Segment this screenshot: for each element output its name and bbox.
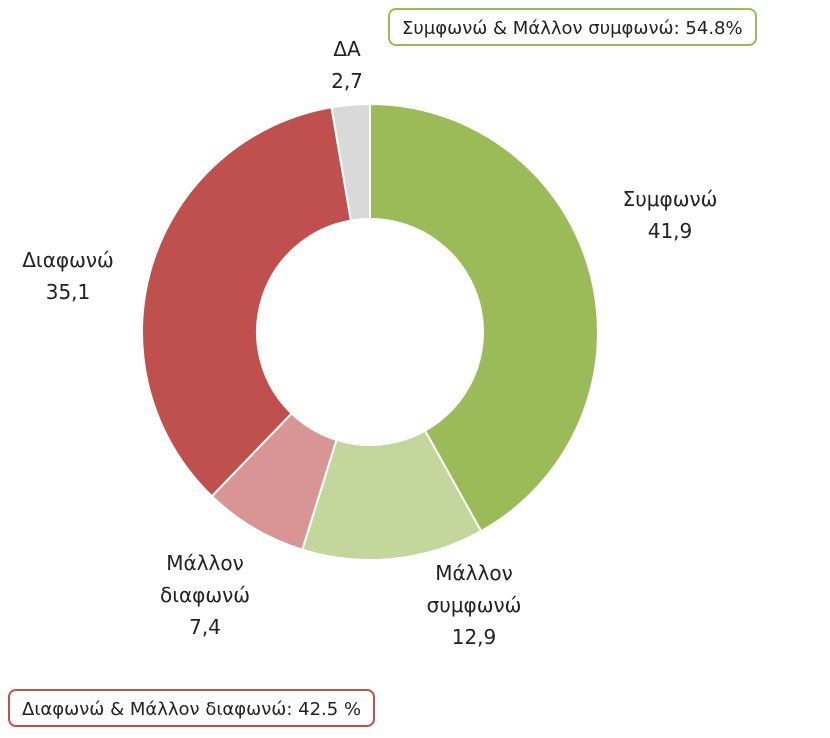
agree-total-annotation: Συμφωνώ & Μάλλον συμφωνώ: 54.8%	[388, 8, 757, 46]
segment-label: Μάλλον συμφωνώ 12,9	[419, 557, 529, 653]
donut-segment	[141, 106, 353, 498]
disagree-total-annotation: Διαφωνώ & Μάλλον διαφωνώ: 42.5 %	[8, 689, 376, 727]
category-label: Μάλλον συμφωνώ	[426, 561, 522, 617]
donut-segment	[369, 102, 599, 533]
category-label: Διαφωνώ	[22, 248, 114, 272]
donut-segment	[330, 102, 371, 222]
segment-label: Συμφωνώ 41,9	[600, 183, 740, 247]
value-label: 41,9	[647, 219, 693, 243]
segment-label: Μάλλον διαφωνώ 7,4	[150, 547, 260, 643]
value-label: 7,4	[189, 615, 221, 639]
value-label: 35,1	[45, 280, 91, 304]
segment-label: Διαφωνώ 35,1	[0, 244, 138, 308]
category-label: Συμφωνώ	[622, 187, 718, 211]
value-label: 12,9	[451, 625, 497, 649]
category-label: Μάλλον διαφωνώ	[159, 551, 251, 607]
category-label: ΔΑ	[333, 37, 361, 61]
segment-label: ΔΑ 2,7	[307, 33, 387, 97]
value-label: 2,7	[331, 69, 363, 93]
